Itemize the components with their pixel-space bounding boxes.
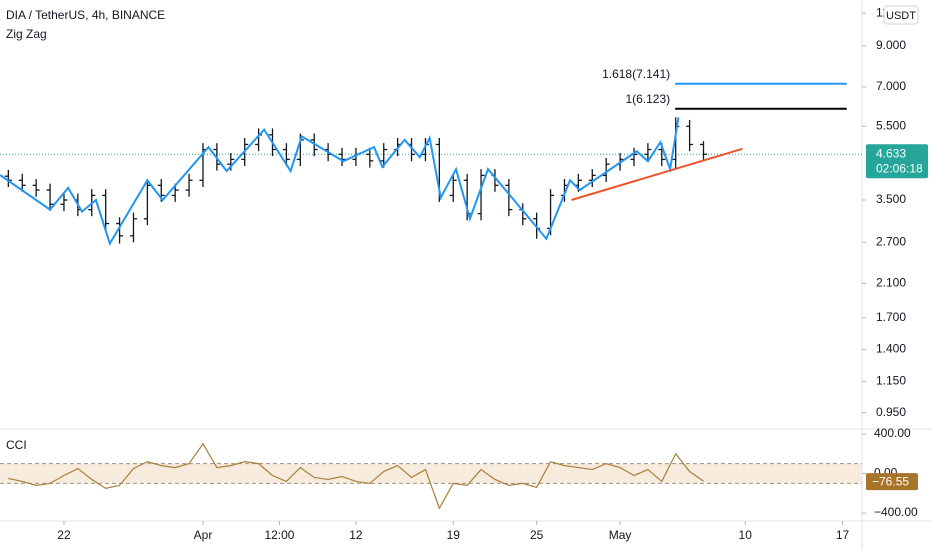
fib-label: 1.618(7.141) bbox=[602, 67, 670, 81]
x-tick-label: 25 bbox=[530, 528, 544, 542]
x-tick-label: Apr bbox=[194, 528, 213, 542]
x-tick-label: 22 bbox=[57, 528, 71, 542]
cci-band bbox=[0, 463, 862, 484]
cci-tick-label: 400.00 bbox=[874, 426, 911, 440]
currency-label[interactable]: USDT bbox=[886, 10, 916, 22]
cci-title: CCI bbox=[6, 438, 27, 452]
x-tick-label: 12 bbox=[349, 528, 363, 542]
y-tick-label: 3.500 bbox=[876, 192, 906, 206]
y-tick-label: 1.150 bbox=[876, 374, 906, 388]
y-tick-label: 0.950 bbox=[876, 405, 906, 419]
last-price-box bbox=[866, 144, 928, 179]
chart-title: DIA / TetherUS, 4h, BINANCE bbox=[6, 8, 165, 22]
cci-last-label: −76.55 bbox=[872, 474, 909, 488]
y-tick-label: 1.400 bbox=[876, 342, 906, 356]
y-tick-label: 2.100 bbox=[876, 276, 906, 290]
y-tick-label: 7.000 bbox=[876, 79, 906, 93]
last-price-label: 4.633 bbox=[876, 146, 906, 160]
currency-button[interactable] bbox=[883, 5, 919, 25]
x-tick-label: 12:00 bbox=[264, 528, 294, 542]
cci-tick-label: −400.00 bbox=[874, 505, 918, 519]
y-tick-label: 2.700 bbox=[876, 235, 906, 249]
x-tick-label: May bbox=[609, 528, 632, 542]
x-tick-label: 17 bbox=[836, 528, 850, 542]
fib-label: 1(6.123) bbox=[625, 92, 670, 106]
y-tick-label: 5.500 bbox=[876, 118, 906, 132]
x-tick-label: 10 bbox=[739, 528, 753, 542]
cci-last-box bbox=[866, 473, 918, 491]
countdown-label: 02:06:18 bbox=[876, 161, 923, 175]
indicator-name: Zig Zag bbox=[6, 27, 47, 41]
zigzag-line bbox=[0, 117, 680, 246]
cci-line bbox=[8, 442, 704, 510]
x-tick-label: 19 bbox=[447, 528, 461, 542]
y-tick-label: 1.700 bbox=[876, 310, 906, 324]
y-tick-label: 9.000 bbox=[876, 38, 906, 52]
trendline bbox=[571, 147, 743, 201]
